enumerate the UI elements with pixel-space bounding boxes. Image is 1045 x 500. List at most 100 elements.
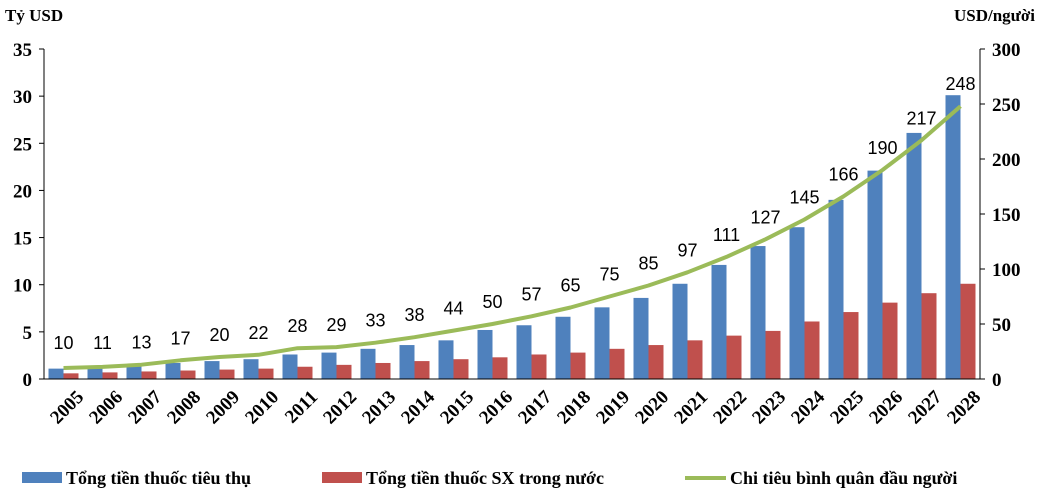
left-tick-label: 5	[23, 323, 33, 344]
left-axis-title: Tỷ USD	[5, 6, 63, 25]
x-tick-label: 2024	[787, 386, 829, 428]
bar-domestic	[414, 361, 430, 379]
bar-consumed	[165, 362, 181, 379]
x-tick: 2013	[358, 387, 400, 429]
bar-domestic	[804, 321, 820, 379]
x-tick-label: 2010	[241, 387, 283, 429]
x-tick-label: 2011	[281, 387, 322, 428]
data-label: 166	[828, 164, 858, 184]
left-tick-label: 25	[13, 134, 32, 155]
bar-consumed	[867, 170, 883, 379]
x-tick-label: 2014	[397, 386, 439, 428]
data-label: 65	[560, 276, 580, 296]
x-tick-label: 2012	[319, 387, 361, 429]
right-tick-label: 150	[992, 205, 1021, 226]
legend-label-domestic: Tổng tiền thuốc SX trong nước	[366, 468, 604, 488]
x-axis-ticks: 2005200620072008200920102011201220132014…	[46, 386, 985, 428]
x-tick: 2006	[85, 387, 127, 429]
legend: Tổng tiền thuốc tiêu thụ Tổng tiền thuốc…	[22, 468, 957, 488]
bar-consumed	[321, 352, 337, 379]
x-tick: 2028	[943, 387, 985, 429]
data-label: 127	[750, 207, 780, 227]
bar-consumed	[672, 283, 688, 379]
bar-domestic	[180, 370, 196, 379]
bar-domestic	[843, 312, 859, 379]
bar-domestic	[297, 366, 313, 379]
x-tick-label: 2023	[748, 387, 790, 429]
right-tick-label: 0	[992, 370, 1002, 391]
x-tick: 2015	[436, 387, 478, 429]
data-label: 38	[404, 305, 424, 325]
data-label: 50	[482, 292, 502, 312]
x-tick: 2019	[592, 387, 634, 429]
bar-consumed	[906, 132, 922, 379]
right-tick-label: 300	[992, 40, 1021, 61]
bar-domestic	[687, 340, 703, 379]
x-tick: 2016	[475, 387, 517, 429]
data-label: 33	[365, 311, 385, 331]
bar-domestic	[531, 354, 547, 379]
x-tick: 2009	[202, 387, 244, 429]
right-tick-label: 250	[992, 95, 1021, 116]
bar-consumed	[555, 316, 571, 379]
x-tick-label: 2018	[553, 387, 595, 429]
left-tick-label: 15	[13, 229, 32, 250]
line-per-capita	[63, 104, 962, 370]
x-tick: 2018	[553, 387, 595, 429]
x-tick: 2023	[748, 387, 790, 429]
data-label: 29	[326, 315, 346, 335]
legend-label-consumed: Tổng tiền thuốc tiêu thụ	[66, 468, 251, 488]
bar-domestic	[258, 368, 274, 379]
bar-consumed	[633, 297, 649, 379]
x-tick-label: 2026	[865, 387, 907, 429]
data-label: 11	[93, 333, 112, 353]
x-tick-label: 2027	[904, 386, 946, 428]
right-tick-label: 100	[992, 260, 1021, 281]
bar-domestic	[570, 352, 586, 379]
x-tick: 2025	[826, 387, 868, 429]
right-tick-label: 200	[992, 150, 1021, 171]
bar-domestic	[882, 302, 898, 379]
x-tick-label: 2019	[592, 387, 634, 429]
x-tick-label: 2008	[163, 387, 205, 429]
data-label: 75	[599, 265, 619, 285]
x-tick-label: 2007	[124, 386, 166, 428]
line-series-layer	[63, 104, 962, 370]
bar-consumed	[282, 354, 298, 379]
bar-domestic	[219, 369, 235, 379]
data-label: 97	[677, 240, 697, 260]
bar-consumed	[399, 345, 415, 379]
legend-swatch-domestic	[322, 472, 362, 483]
data-label: 248	[945, 74, 975, 94]
right-axis-title: USD/người	[954, 6, 1035, 25]
bar-consumed	[945, 95, 961, 379]
data-label: 145	[789, 188, 819, 208]
data-label: 20	[209, 325, 229, 345]
bar-consumed	[477, 329, 493, 379]
x-tick: 2020	[631, 387, 673, 429]
bar-domestic	[102, 372, 118, 379]
bar-consumed	[516, 325, 532, 379]
bar-consumed	[594, 307, 610, 379]
bar-domestic	[375, 362, 391, 379]
x-tick: 2027	[904, 386, 946, 428]
x-tick-label: 2005	[46, 387, 88, 429]
x-tick: 2024	[787, 386, 829, 428]
x-tick-label: 2017	[514, 386, 556, 428]
data-label: 57	[521, 284, 541, 304]
bar-domestic	[141, 371, 157, 379]
bar-consumed	[750, 246, 766, 379]
x-tick-label: 2021	[670, 387, 712, 429]
left-tick-label: 10	[13, 276, 32, 297]
bar-domestic	[63, 373, 79, 379]
x-tick-label: 2013	[358, 387, 400, 429]
bar-consumed	[828, 199, 844, 379]
data-label: 17	[170, 328, 190, 348]
bar-consumed	[126, 365, 142, 379]
data-label: 22	[248, 323, 268, 343]
x-tick-label: 2006	[85, 387, 127, 429]
data-label: 217	[906, 108, 936, 128]
x-tick: 2014	[397, 386, 439, 428]
bar-consumed	[204, 361, 220, 379]
